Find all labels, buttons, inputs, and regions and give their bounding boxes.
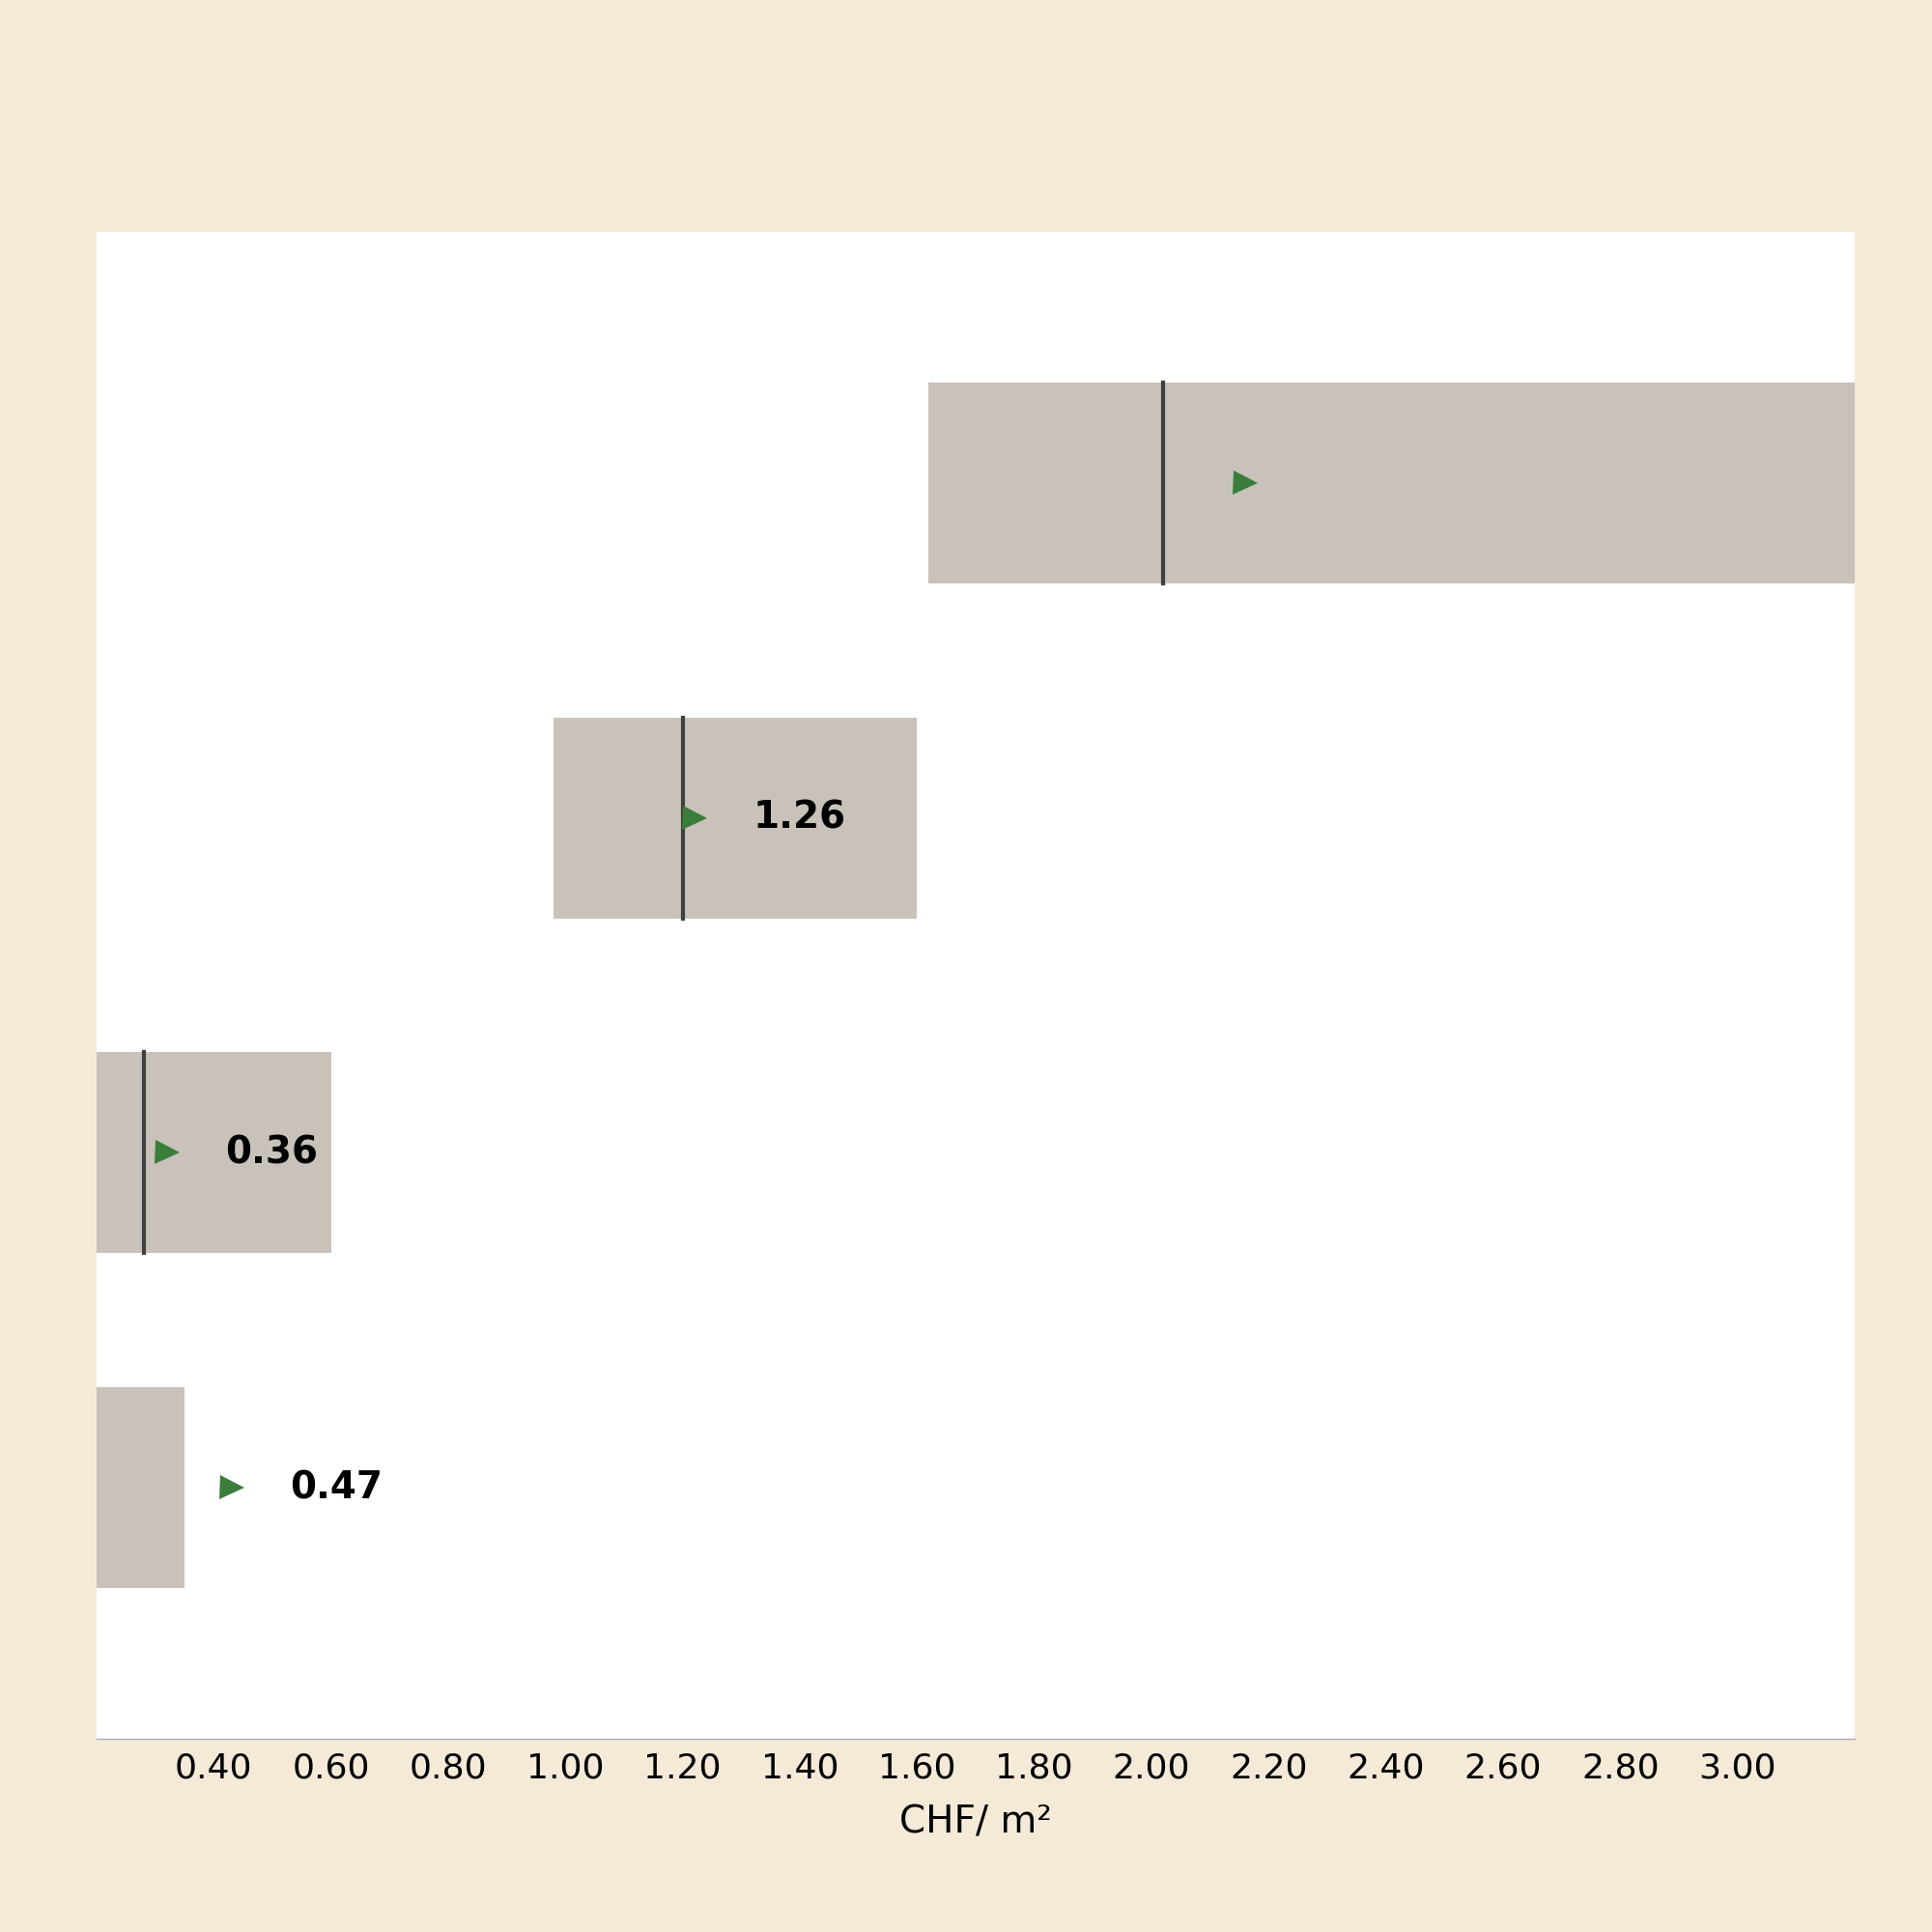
Text: 1.26: 1.26 [753, 800, 846, 837]
Text: 0.36: 0.36 [226, 1134, 319, 1171]
Bar [97, 1053, 330, 1254]
Bar [97, 1387, 185, 1588]
Bar [929, 383, 1855, 583]
X-axis label: CHF/ m²: CHF/ m² [900, 1804, 1051, 1841]
Bar [554, 717, 918, 918]
Text: 0.47: 0.47 [290, 1468, 383, 1507]
